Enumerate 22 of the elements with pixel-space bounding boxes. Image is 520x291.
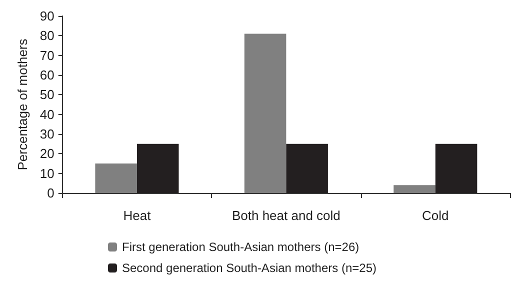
y-tick-label: 0: [47, 186, 54, 200]
x-tick-label: Heat: [123, 208, 152, 223]
x-tick-label: Cold: [422, 208, 449, 223]
bar: [435, 144, 478, 193]
bar: [136, 144, 179, 193]
legend-label: First generation South-Asian mothers (n=26): [122, 240, 360, 254]
bar: [244, 34, 286, 193]
y-tick-label: 50: [40, 87, 54, 102]
y-tick-label: 20: [40, 146, 54, 162]
y-tick-label: 80: [40, 28, 54, 44]
y-tick-label: 10: [40, 166, 54, 181]
y-tick-label: 60: [40, 68, 54, 82]
x-tick-label: Both heat and cold: [232, 208, 340, 223]
bar: [394, 185, 436, 193]
y-tick-label: 90: [40, 8, 54, 24]
bar: [95, 164, 137, 193]
y-tick-label: 70: [40, 48, 54, 63]
y-tick-label: 40: [40, 106, 54, 122]
legend-label: Second generation South-Asian mothers (n=25): [122, 261, 376, 275]
y-tick-label: 30: [40, 126, 54, 142]
y-axis-title: Percentage of mothers: [15, 38, 30, 170]
bar: [286, 144, 328, 193]
